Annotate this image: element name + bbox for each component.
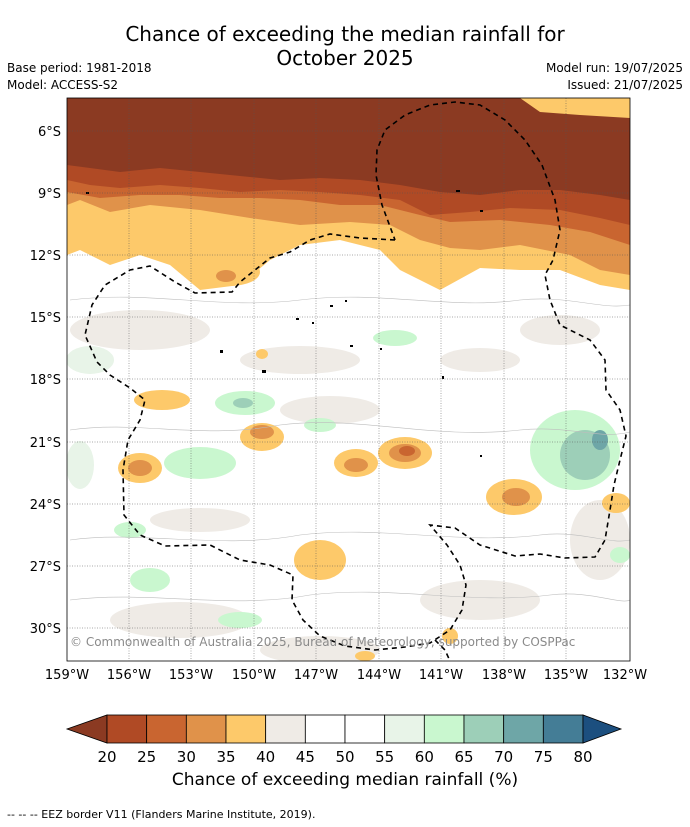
colorbar-cell (146, 714, 187, 744)
lat-label: 12°S (30, 249, 61, 264)
colorbar-cell (384, 714, 425, 744)
lon-label: 147°W (294, 668, 338, 683)
colorbar-label: 20 (97, 748, 116, 766)
colorbar-label: 75 (534, 748, 553, 766)
base-period: Base period: 1981-2018 (7, 61, 152, 75)
colorbar-cell (185, 714, 227, 744)
band-20 (67, 98, 630, 200)
colorbar-label: 25 (137, 748, 156, 766)
colorbar-cell (542, 714, 584, 744)
colorbar-cell (106, 714, 148, 744)
dry-patch (134, 390, 190, 410)
wet-patch (592, 430, 608, 450)
map-title: Chance of exceeding the median rainfall … (0, 22, 690, 70)
wet-patch (610, 547, 630, 563)
lon-label: 135°W (544, 668, 588, 683)
colorbar-label: 80 (573, 748, 592, 766)
lon-label: 153°W (169, 668, 213, 683)
map-field: © Commonwealth of Australia 2025, Bureau… (67, 98, 630, 661)
lat-label: 18°S (30, 373, 61, 388)
colorbar-title: Chance of exceeding median rainfall (%) (171, 770, 519, 790)
dry-patch (128, 460, 152, 476)
wet-patch (114, 522, 146, 538)
colorbar-label: 30 (177, 748, 196, 766)
wet-patch (373, 330, 417, 346)
colorbar-cell (304, 714, 346, 744)
lat-label: 27°S (30, 560, 61, 575)
lat-axis: 6°S 9°S 12°S 15°S 18°S 21°S 24°S 27°S 30… (30, 125, 61, 637)
lon-axis: 159°W 156°W 153°W 150°W 147°W 144°W 141°… (45, 668, 647, 683)
wet-patch (164, 447, 236, 479)
model-run: Model run: 19/07/2025 (545, 61, 683, 75)
neutral-patch (70, 310, 210, 350)
contour-lines (69, 296, 630, 602)
dry-patch (256, 349, 268, 359)
dry-patch (344, 458, 368, 472)
dry-patch (216, 270, 236, 282)
lat-label: 24°S (30, 498, 61, 513)
title-line-1: Chance of exceeding the median rainfall … (125, 22, 565, 46)
band-light (520, 98, 630, 118)
dry-patch (355, 651, 375, 661)
colorbar-label: 35 (216, 748, 235, 766)
wet-patch (67, 441, 94, 489)
colorbar-label: 40 (256, 748, 275, 766)
colorbar-cell (225, 714, 267, 744)
neutral-patch (520, 315, 600, 345)
colorbar-label: 65 (454, 748, 473, 766)
colorbar-cell (423, 714, 465, 744)
lon-label: 150°W (232, 668, 276, 683)
colorbar-label: 70 (494, 748, 513, 766)
lon-label: 141°W (419, 668, 463, 683)
dry-patch (399, 446, 415, 456)
eez-footnote: -- -- -- EEZ border V11 (Flanders Marine… (7, 808, 316, 821)
wet-patch (233, 398, 253, 408)
colorbar-label: 55 (375, 748, 394, 766)
dry-patch (250, 425, 274, 439)
wet-patch (67, 346, 114, 374)
colorbar-high-extension (582, 714, 623, 744)
colorbar-cell (503, 714, 544, 744)
neutral-patch (420, 580, 540, 620)
dry-patch (502, 488, 530, 506)
colorbar-label: 50 (335, 748, 354, 766)
lat-label: 30°S (30, 622, 61, 637)
dry-patch (294, 540, 346, 580)
title-line-2: October 2025 (276, 46, 414, 70)
wet-patch (304, 418, 336, 432)
map-frame (66, 97, 631, 662)
lon-label: 138°W (482, 668, 526, 683)
meta-right: Model run: 19/07/2025 Issued: 21/07/2025 (546, 60, 683, 94)
neutral-patch (110, 602, 250, 638)
lat-label: 6°S (38, 125, 61, 140)
lat-label: 9°S (38, 187, 61, 202)
eez-border (84, 101, 627, 661)
neutral-patch (240, 346, 360, 374)
meta-left: Base period: 1981-2018 Model: ACCESS-S2 (7, 60, 152, 94)
wet-patch (218, 612, 262, 628)
lon-label: 144°W (357, 668, 401, 683)
colorbar-low-extension (65, 714, 108, 744)
model-name: Model: ACCESS-S2 (7, 78, 119, 92)
neutral-patch (440, 348, 520, 372)
colorbar-label: 45 (296, 748, 315, 766)
colorbar-label: 60 (415, 748, 434, 766)
issued-date: Issued: 21/07/2025 (567, 78, 683, 92)
lon-label: 132°W (603, 668, 647, 683)
colorbar-cell (265, 714, 306, 744)
lat-label: 15°S (30, 311, 61, 326)
wet-patch (130, 568, 170, 592)
neutral-patch (280, 396, 380, 424)
colorbar: 20 25 30 35 40 45 50 55 60 65 70 75 80 (65, 714, 623, 766)
neutral-patch (260, 636, 380, 661)
neutral-patch (150, 508, 250, 532)
colorbar-cell (344, 714, 386, 744)
lat-label: 21°S (30, 436, 61, 451)
lon-label: 156°W (107, 668, 151, 683)
lon-label: 159°W (45, 668, 89, 683)
copyright-text: © Commonwealth of Australia 2025, Bureau… (70, 635, 575, 649)
colorbar-cell (463, 714, 505, 744)
dry-patch (602, 493, 630, 513)
